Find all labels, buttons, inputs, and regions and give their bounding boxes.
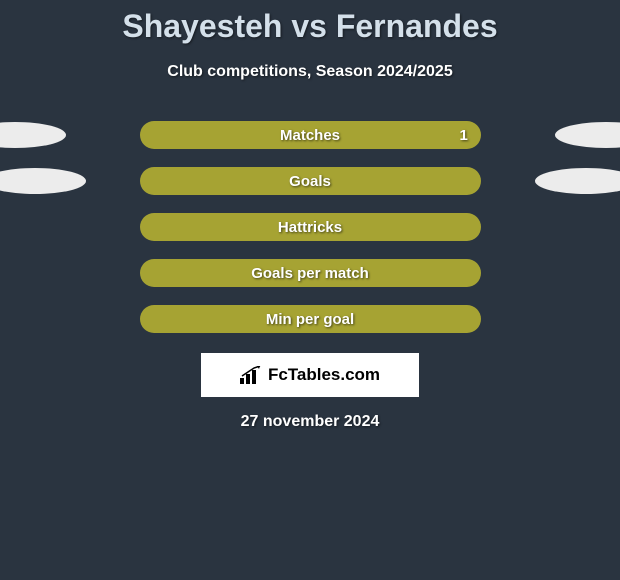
date-text: 27 november 2024 [0,413,620,431]
stat-row: Goals per match [0,259,620,287]
stat-bar: Min per goal [140,305,481,333]
right-ellipse [555,122,620,148]
right-ellipse-slot [481,168,601,194]
stat-row: Min per goal [0,305,620,333]
stat-value-right: 1 [460,127,468,144]
left-ellipse-slot [20,168,140,194]
stats-area: Matches 1 Goals Hattricks Goals per match Min… [0,121,620,333]
stat-row: Hattricks [0,213,620,241]
logo-content: FcTables.com [240,365,380,385]
stat-label: Goals per match [251,265,369,282]
stat-label: Goals [289,173,331,190]
stat-row: Matches 1 [0,121,620,149]
stat-label: Matches [280,127,340,144]
comparison-title: Shayesteh vs Fernandes [0,8,620,45]
stat-bar: Matches 1 [140,121,481,149]
left-ellipse [0,168,86,194]
stat-bar: Goals per match [140,259,481,287]
left-ellipse [0,122,66,148]
stat-bar: Goals [140,167,481,195]
stat-label: Hattricks [278,219,342,236]
left-ellipse-slot [20,122,140,148]
main-container: Shayesteh vs Fernandes Club competitions… [0,0,620,431]
right-ellipse-slot [481,122,601,148]
right-ellipse [535,168,620,194]
subtitle: Club competitions, Season 2024/2025 [0,63,620,81]
logo-text: FcTables.com [268,365,380,385]
stat-bar: Hattricks [140,213,481,241]
stat-row: Goals [0,167,620,195]
stat-label: Min per goal [266,311,354,328]
logo-box: FcTables.com [201,353,419,397]
chart-icon [240,366,262,384]
